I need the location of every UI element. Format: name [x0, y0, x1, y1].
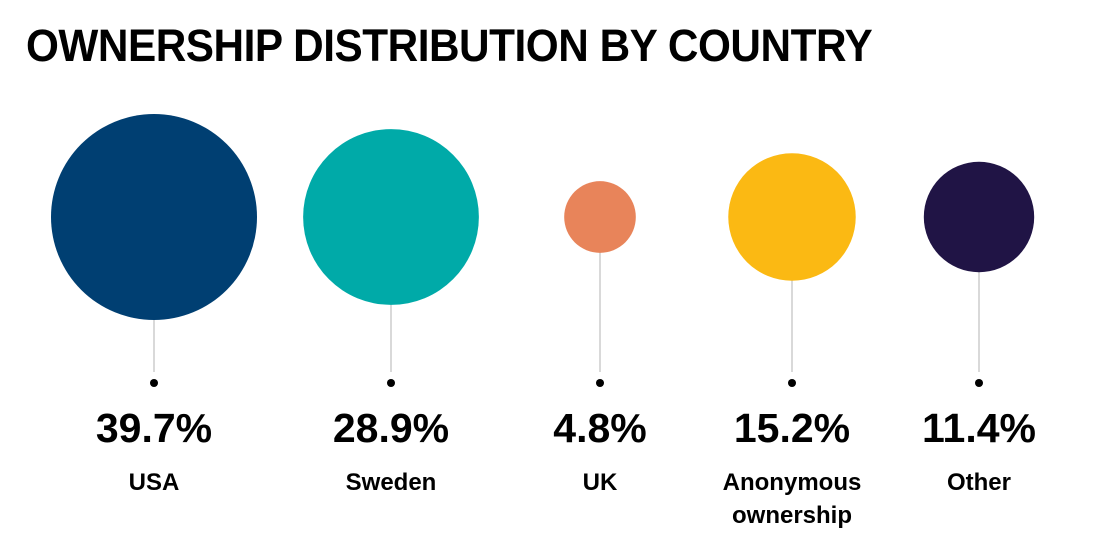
category-label-anonymous-ownership: Anonymous ownership: [723, 469, 862, 529]
bubble-usa: [51, 114, 257, 320]
bubble-uk: [564, 181, 636, 253]
marker-dot-other: [975, 379, 983, 387]
value-label-anonymous-ownership: 15.2%: [734, 405, 850, 451]
value-label-uk: 4.8%: [553, 405, 646, 451]
category-label-other: Other: [947, 469, 1011, 496]
value-label-sweden: 28.9%: [333, 405, 449, 451]
marker-dot-anonymous-ownership: [788, 379, 796, 387]
bubble-other: [923, 161, 1035, 273]
marker-dot-uk: [596, 379, 604, 387]
category-label-sweden: Sweden: [346, 469, 437, 496]
category-label-uk: UK: [583, 469, 618, 496]
bubble-anonymous-ownership: [728, 153, 856, 281]
marker-dot-sweden: [387, 379, 395, 387]
value-label-other: 11.4%: [922, 405, 1036, 451]
category-label-usa: USA: [129, 469, 180, 496]
value-label-usa: 39.7%: [96, 405, 212, 451]
bubble-sweden: [303, 129, 479, 305]
chart-title: OWNERSHIP DISTRIBUTION BY COUNTRY: [26, 20, 873, 71]
marker-dot-usa: [150, 379, 158, 387]
